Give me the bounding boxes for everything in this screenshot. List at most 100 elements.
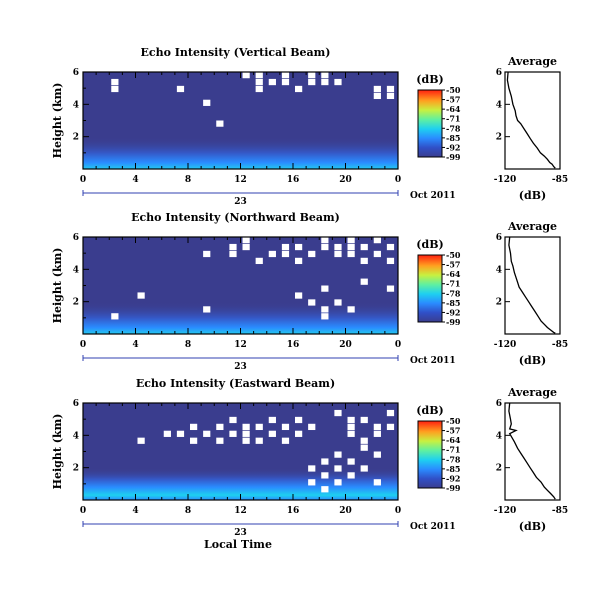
data-gap-cell: [255, 437, 263, 444]
colorbar-tick-label: -92: [446, 473, 460, 483]
data-gap-cell: [111, 85, 119, 93]
data-gap-cell: [308, 299, 316, 306]
average-profile-line: [506, 71, 556, 169]
average-profile-line: [508, 402, 556, 500]
avg-x-tick-label: -85: [552, 506, 568, 516]
average-panel-2: Average 6 4 2 -120 -85 (dB): [494, 386, 568, 533]
data-gap-cell: [190, 437, 198, 444]
average-panel-1: Average 6 4 2 -120 -85 (dB): [494, 220, 568, 367]
data-gap-cell: [373, 85, 381, 93]
colorbar-tick-label: -71: [446, 114, 460, 124]
x-tick-label: 12: [234, 506, 247, 516]
month-year-label: Oct 2011: [410, 191, 456, 201]
x-tick-label: 0: [80, 175, 86, 185]
avg-y-tick-label: 4: [496, 100, 502, 110]
colorbar-tick-label: -50: [446, 250, 461, 260]
data-gap-cell: [281, 250, 290, 258]
heatmap-panel-0: Echo Intensity (Vertical Beam) 6 4 2 Height …: [51, 46, 461, 207]
colorbar-tick-label: -64: [446, 269, 461, 279]
avg-x-tick-label: -120: [494, 506, 517, 516]
x-tick-label: 4: [132, 506, 138, 516]
data-gap-cell: [321, 78, 329, 86]
data-gap-cell: [321, 243, 329, 251]
month-year-label: Oct 2011: [410, 522, 456, 532]
data-gap-cell: [203, 430, 211, 437]
date-label: 23: [234, 197, 247, 207]
data-gap-cell: [373, 250, 381, 258]
avg-x-tick-label: -85: [552, 340, 568, 350]
data-gap-cell: [321, 313, 329, 320]
data-gap-cell: [308, 479, 316, 486]
data-gap-cell: [295, 430, 303, 437]
data-gap-cell: [334, 409, 342, 417]
x-tick-label: 4: [132, 340, 138, 350]
data-gap-cell: [229, 250, 237, 258]
data-gap-cell: [308, 423, 316, 431]
date-label: 23: [234, 362, 247, 372]
data-gap-cell: [216, 437, 224, 444]
data-gap-cell: [386, 409, 395, 417]
y-tick-label: 6: [73, 399, 79, 409]
data-gap-cell: [334, 78, 342, 86]
data-gap-cell: [360, 243, 368, 251]
data-gap-cell: [281, 437, 290, 444]
avg-y-tick-label: 6: [496, 68, 502, 78]
colorbar-tick-label: -57: [446, 426, 460, 436]
data-gap-cell: [295, 243, 303, 251]
data-gap-cell: [347, 250, 355, 258]
data-gap-cell: [360, 437, 368, 444]
x-tick-label: 0: [395, 175, 401, 185]
data-gap-cell: [360, 278, 368, 285]
data-gap-cell: [360, 416, 368, 424]
data-gap-cell: [216, 423, 224, 431]
data-gap-cell: [111, 78, 119, 86]
average-title: Average: [507, 386, 557, 399]
data-gap-cell: [360, 465, 368, 472]
data-gap-cell: [373, 237, 381, 244]
colorbar-tick-label: -78: [446, 454, 461, 464]
average-frame: [504, 71, 561, 170]
avg-x-tick-label: -120: [494, 340, 517, 350]
data-gap-cell: [347, 423, 355, 431]
data-gap-cell: [268, 78, 276, 86]
data-gap-cell: [334, 243, 342, 251]
colorbar-tick-label: -99: [446, 152, 461, 162]
average-title: Average: [507, 55, 557, 68]
data-gap-cell: [137, 437, 145, 444]
data-gap-cell: [386, 423, 395, 431]
colorbar-tick-label: -57: [446, 95, 460, 105]
colorbar-tick-label: -50: [446, 85, 461, 95]
data-gap-cell: [321, 472, 329, 479]
colorbar-tick-label: -78: [446, 123, 461, 133]
colorbar-tick-label: -64: [446, 104, 461, 114]
x-tick-label: 0: [80, 340, 86, 350]
avg-x-axis-label: (dB): [519, 189, 546, 202]
avg-y-tick-label: 4: [496, 265, 502, 275]
data-gap-cell: [295, 416, 303, 424]
colorbar-unit: (dB): [416, 73, 443, 86]
data-gap-cell: [334, 451, 342, 458]
y-tick-label: 2: [73, 464, 79, 474]
y-axis-label: Height (km): [51, 248, 64, 324]
data-gap-cell: [321, 237, 329, 244]
data-gap-cell: [347, 458, 355, 465]
data-gap-cell: [255, 257, 263, 265]
data-gap-cell: [242, 237, 250, 244]
average-title: Average: [507, 220, 557, 233]
y-tick-label: 2: [73, 298, 79, 308]
data-gap-cell: [373, 92, 381, 100]
average-frame: [504, 236, 561, 335]
data-gap-cell: [295, 257, 303, 265]
data-gap-cell: [255, 78, 263, 86]
data-gap-cell: [176, 85, 185, 93]
data-gap-cell: [111, 313, 119, 320]
data-gap-cell: [137, 292, 145, 299]
data-gap-cell: [242, 437, 250, 444]
x-tick-label: 16: [287, 175, 300, 185]
data-gap-cell: [386, 285, 395, 292]
x-tick-label: 12: [234, 175, 247, 185]
y-tick-label: 4: [73, 100, 79, 110]
data-gap-cell: [373, 430, 381, 437]
avg-y-tick-label: 2: [496, 298, 502, 308]
x-tick-label: 16: [287, 340, 300, 350]
